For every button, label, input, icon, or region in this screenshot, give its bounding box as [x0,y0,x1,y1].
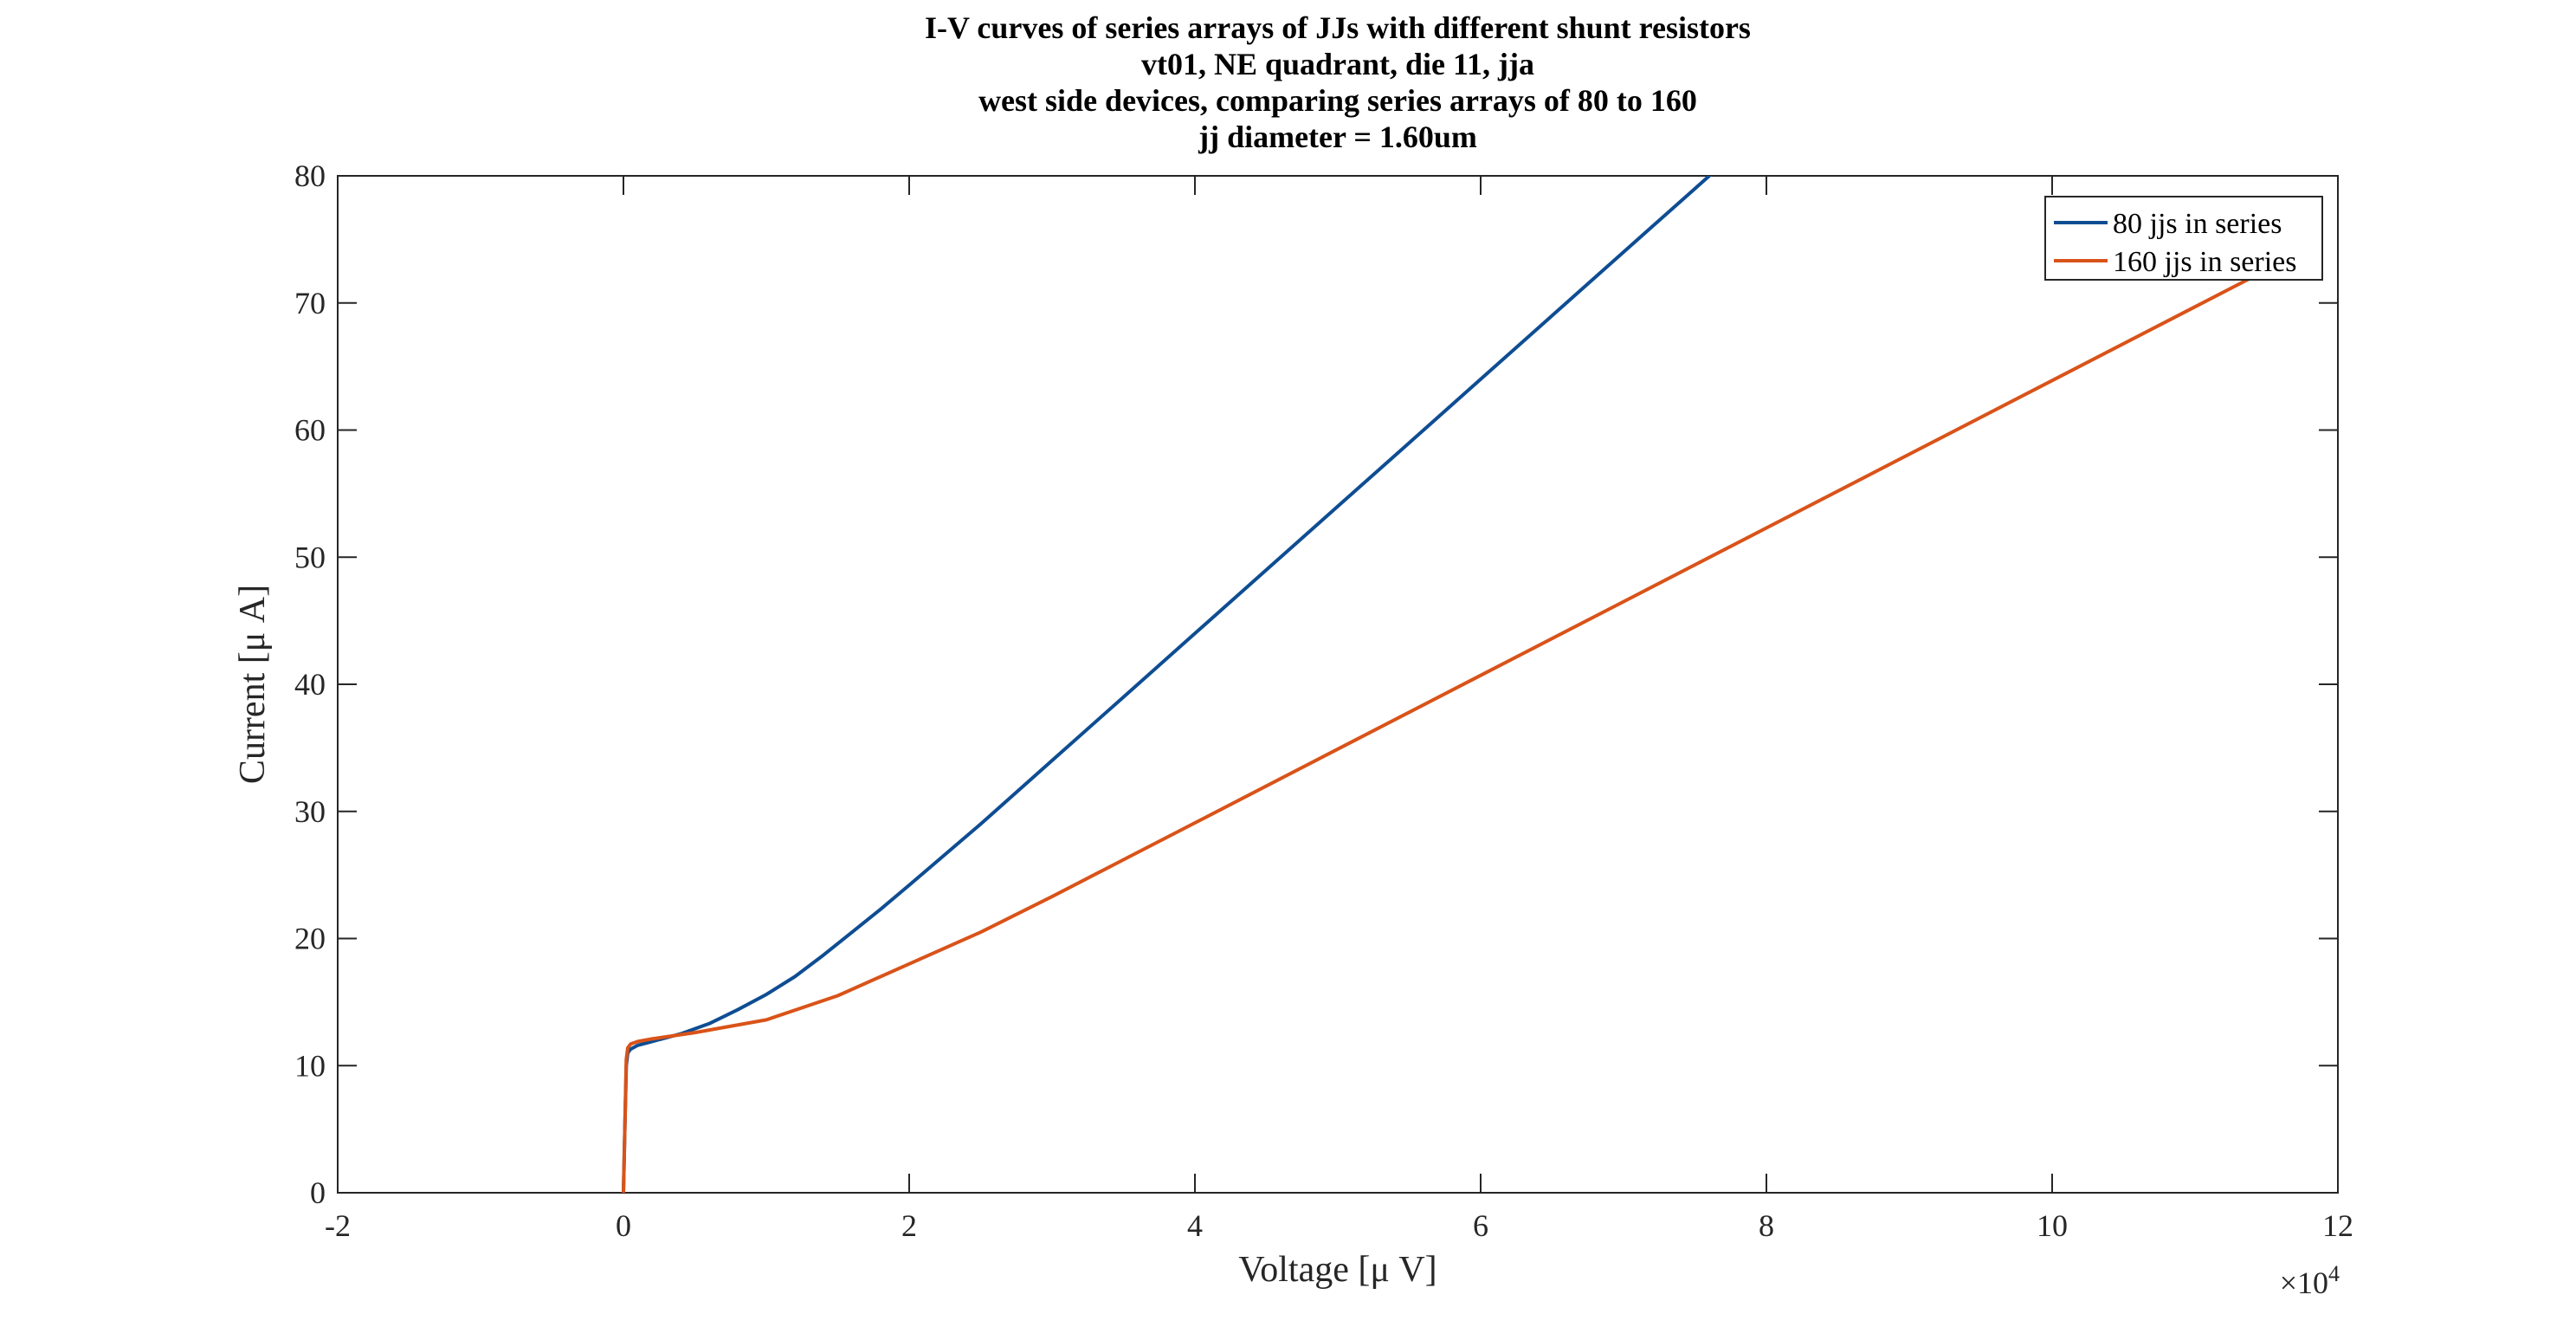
y-tick-label: 20 [294,922,326,956]
x-tick-label: 4 [1187,1208,1203,1243]
legend-entry: 160 jjs in series [2113,246,2296,278]
x-tick-label: 6 [1473,1208,1488,1243]
y-axis-label: Current [μ A] [233,585,273,784]
x-tick-label: 8 [1759,1208,1774,1243]
chart-title: I-V curves of series arrays of JJs with … [925,10,1751,154]
legend-entry: 80 jjs in series [2113,208,2282,240]
y-tick-label: 10 [294,1048,326,1083]
chart-title-line: jj diameter = 1.60um [1198,120,1477,154]
x-axis-exponent-power: 4 [2328,1261,2340,1286]
legend: 80 jjs in series 160 jjs in series [2044,196,2323,281]
y-tick-label: 70 [294,286,326,320]
y-tick-label: 0 [310,1175,326,1210]
chart-title-line: I-V curves of series arrays of JJs with … [925,10,1751,45]
series-lines [622,176,2269,1193]
x-tick-label: 12 [2322,1208,2353,1243]
y-tick-label: 40 [294,667,326,702]
chart-title-line: west side devices, comparing series arra… [978,83,1697,118]
x-tick-label: 0 [616,1208,631,1243]
x-axis-label: Voltage [μ V] [1238,1250,1436,1290]
legend-box [2044,196,2323,281]
y-tick-label: 80 [294,159,326,193]
y-tick-label: 60 [294,413,326,448]
x-tick-label: 2 [901,1208,917,1243]
x-axis-exponent-base: ×10 [2280,1266,2328,1300]
series-line-1 [622,176,1713,1193]
x-tick-label: -2 [325,1208,351,1243]
x-tick-label: 10 [2037,1208,2068,1243]
plot-area [337,175,2339,1194]
x-axis-exponent: ×104 [2280,1261,2340,1300]
chart-title-line: vt01, NE quadrant, die 11, jja [1141,47,1534,81]
series-line-2 [622,268,2269,1193]
y-tick-label: 50 [294,540,326,574]
y-tick-label: 30 [294,794,326,829]
